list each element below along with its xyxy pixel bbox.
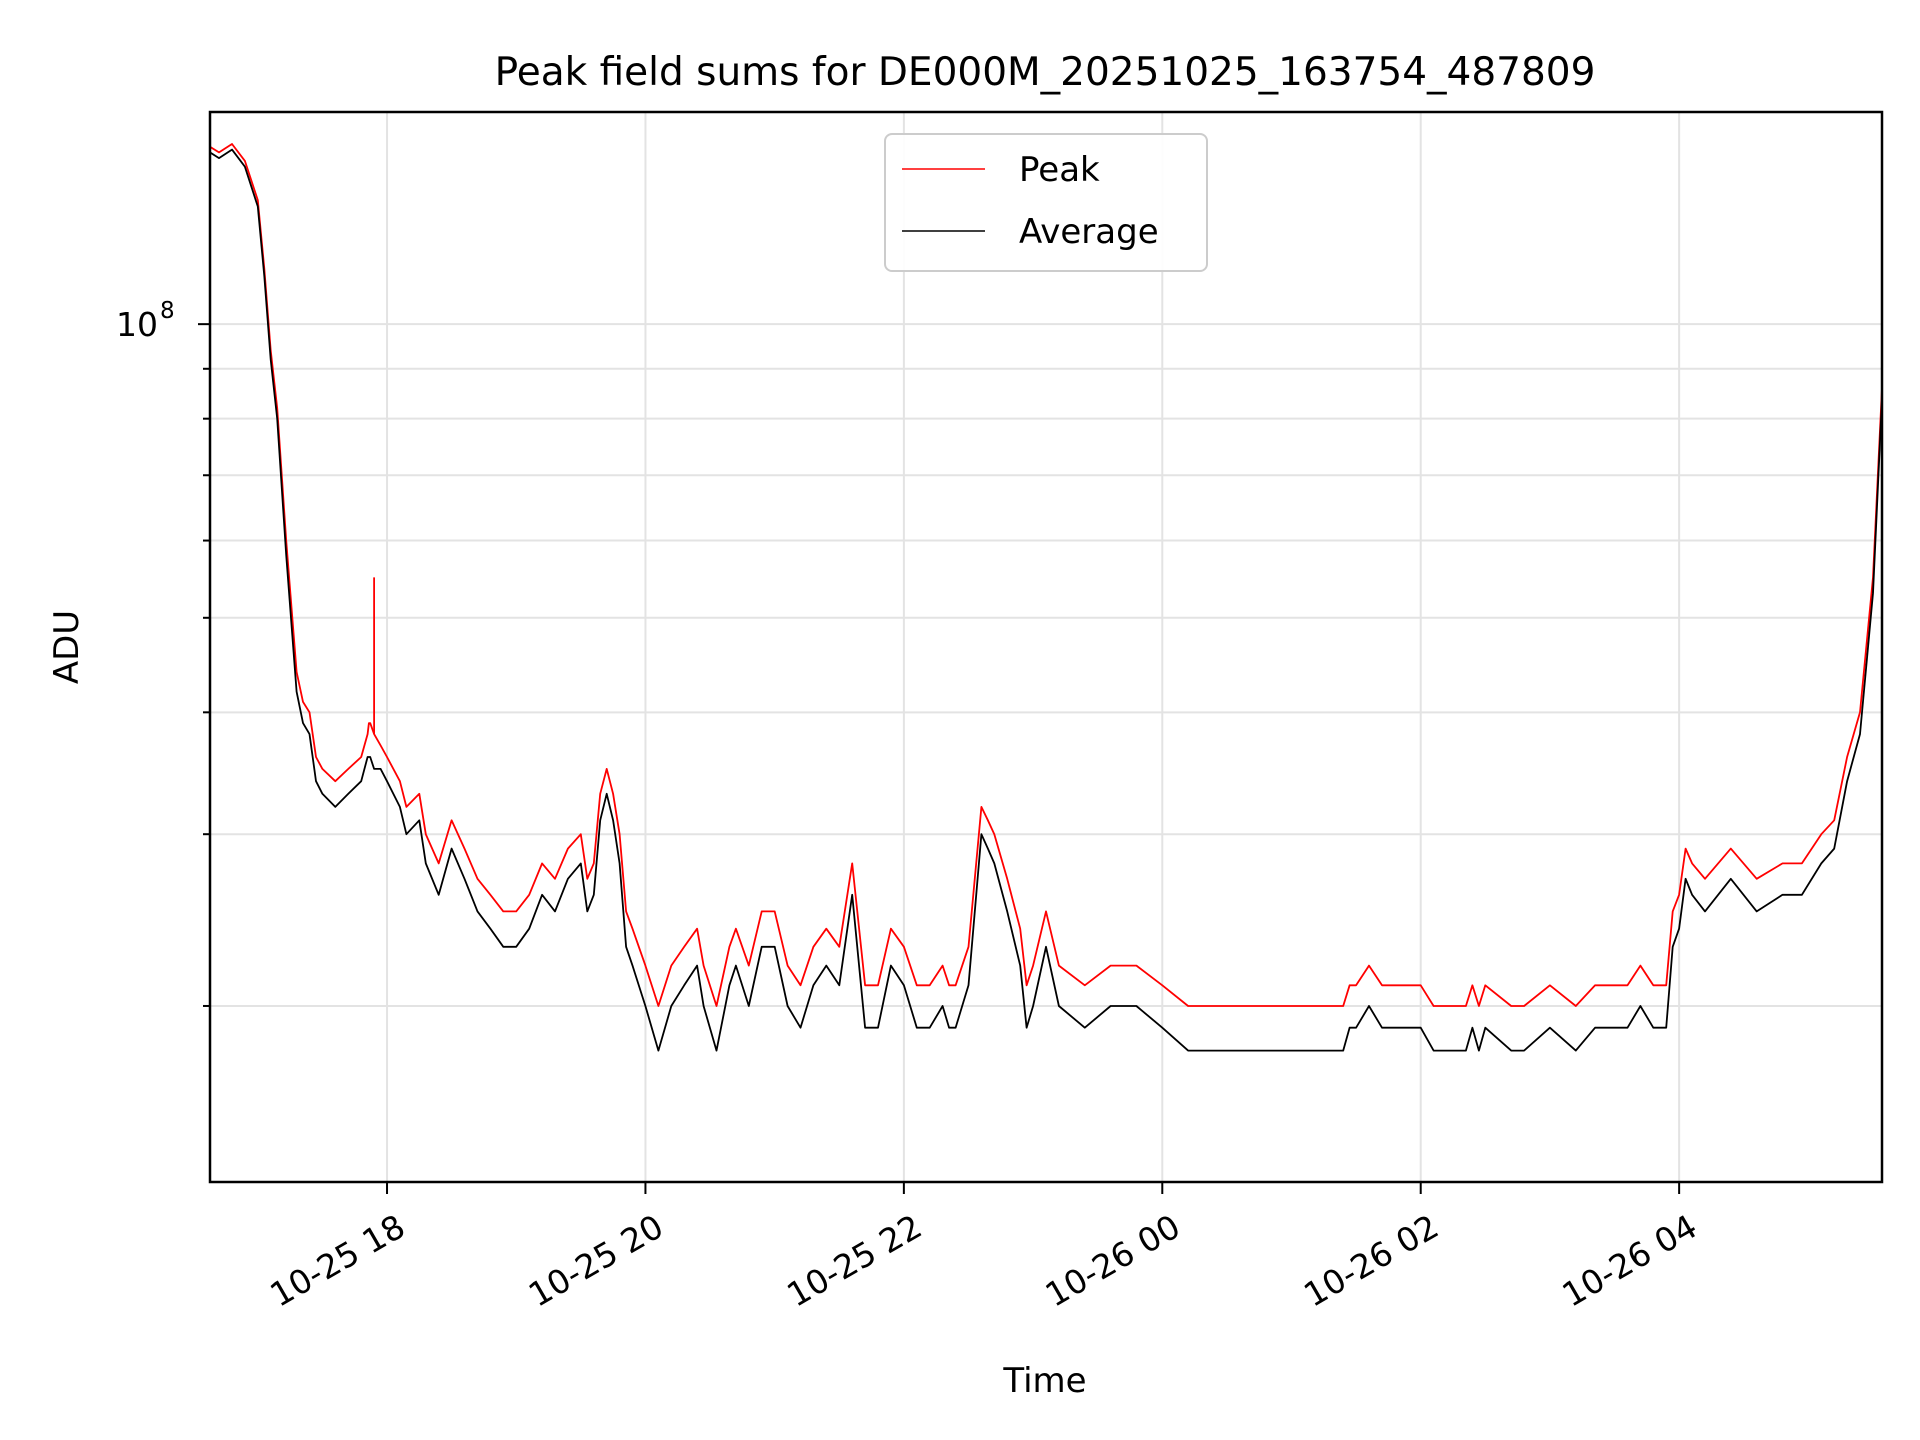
grid-lines [210,112,1882,1182]
y-axis-label: ADU [47,610,87,684]
x-tick-label: 10-26 04 [1556,1207,1704,1315]
y-tick-label-base: 10 [116,305,158,344]
x-axis-label: Time [1002,1361,1086,1401]
plot-frame [208,110,1884,1184]
legend: Peak Average [884,133,1208,272]
y-axis-ticks: 10 8 [116,298,210,1007]
chart-title: Peak field sums for DE000M_20251025_1637… [495,50,1596,95]
legend-peak-label: Peak [1019,150,1100,190]
series-group [210,143,1882,1052]
x-tick-label: 10-25 18 [263,1207,411,1315]
y-tick-label-exponent: 8 [160,298,175,324]
x-axis-ticks: 10-25 18 10-25 20 10-25 22 10-26 00 10-26 02… [263,1182,1704,1315]
x-tick-label: 10-26 00 [1039,1207,1187,1315]
x-tick-label: 10-26 02 [1297,1207,1445,1315]
series-line-peak [210,143,1882,1007]
legend-average-label: Average [1019,212,1159,252]
x-tick-label: 10-25 22 [780,1207,928,1315]
x-tick-label: 10-25 20 [522,1207,670,1315]
series-line-average [210,148,1882,1052]
